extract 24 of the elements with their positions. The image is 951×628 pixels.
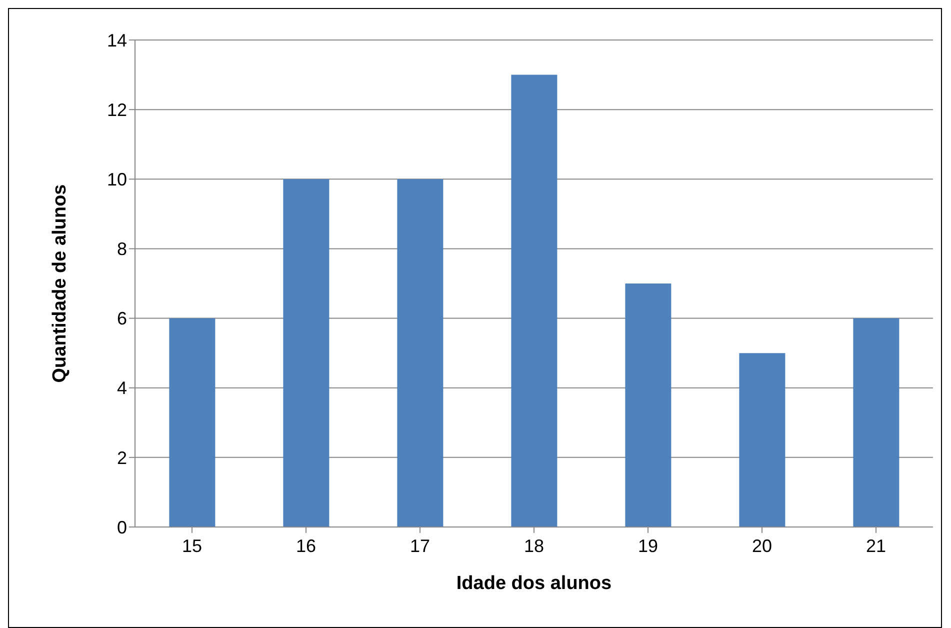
y-tick-label: 12 — [106, 100, 127, 120]
bar — [853, 318, 900, 527]
x-tick-label: 16 — [296, 536, 316, 556]
bar — [625, 284, 672, 527]
y-tick-label: 6 — [116, 308, 127, 329]
bar — [397, 179, 444, 527]
y-tick-label: 8 — [116, 239, 127, 260]
y-tick-label: 10 — [106, 170, 127, 190]
x-tick-label: 17 — [410, 536, 430, 556]
bar — [283, 179, 330, 527]
bar — [169, 318, 216, 527]
bar — [511, 74, 558, 527]
y-tick-label: 14 — [106, 30, 127, 50]
y-tick-label: 2 — [116, 448, 127, 468]
bar — [739, 353, 786, 527]
y-axis-title: Quantidade de alunos — [50, 184, 71, 383]
x-tick-label: 20 — [752, 536, 772, 556]
x-tick-label: 19 — [638, 536, 658, 556]
y-tick-label: 0 — [116, 517, 127, 538]
x-tick-label: 18 — [524, 536, 544, 556]
x-tick-label: 15 — [182, 536, 202, 556]
x-axis-title: Idade dos alunos — [456, 573, 612, 594]
x-tick-label: 21 — [866, 536, 886, 556]
y-tick-label: 4 — [116, 378, 127, 398]
